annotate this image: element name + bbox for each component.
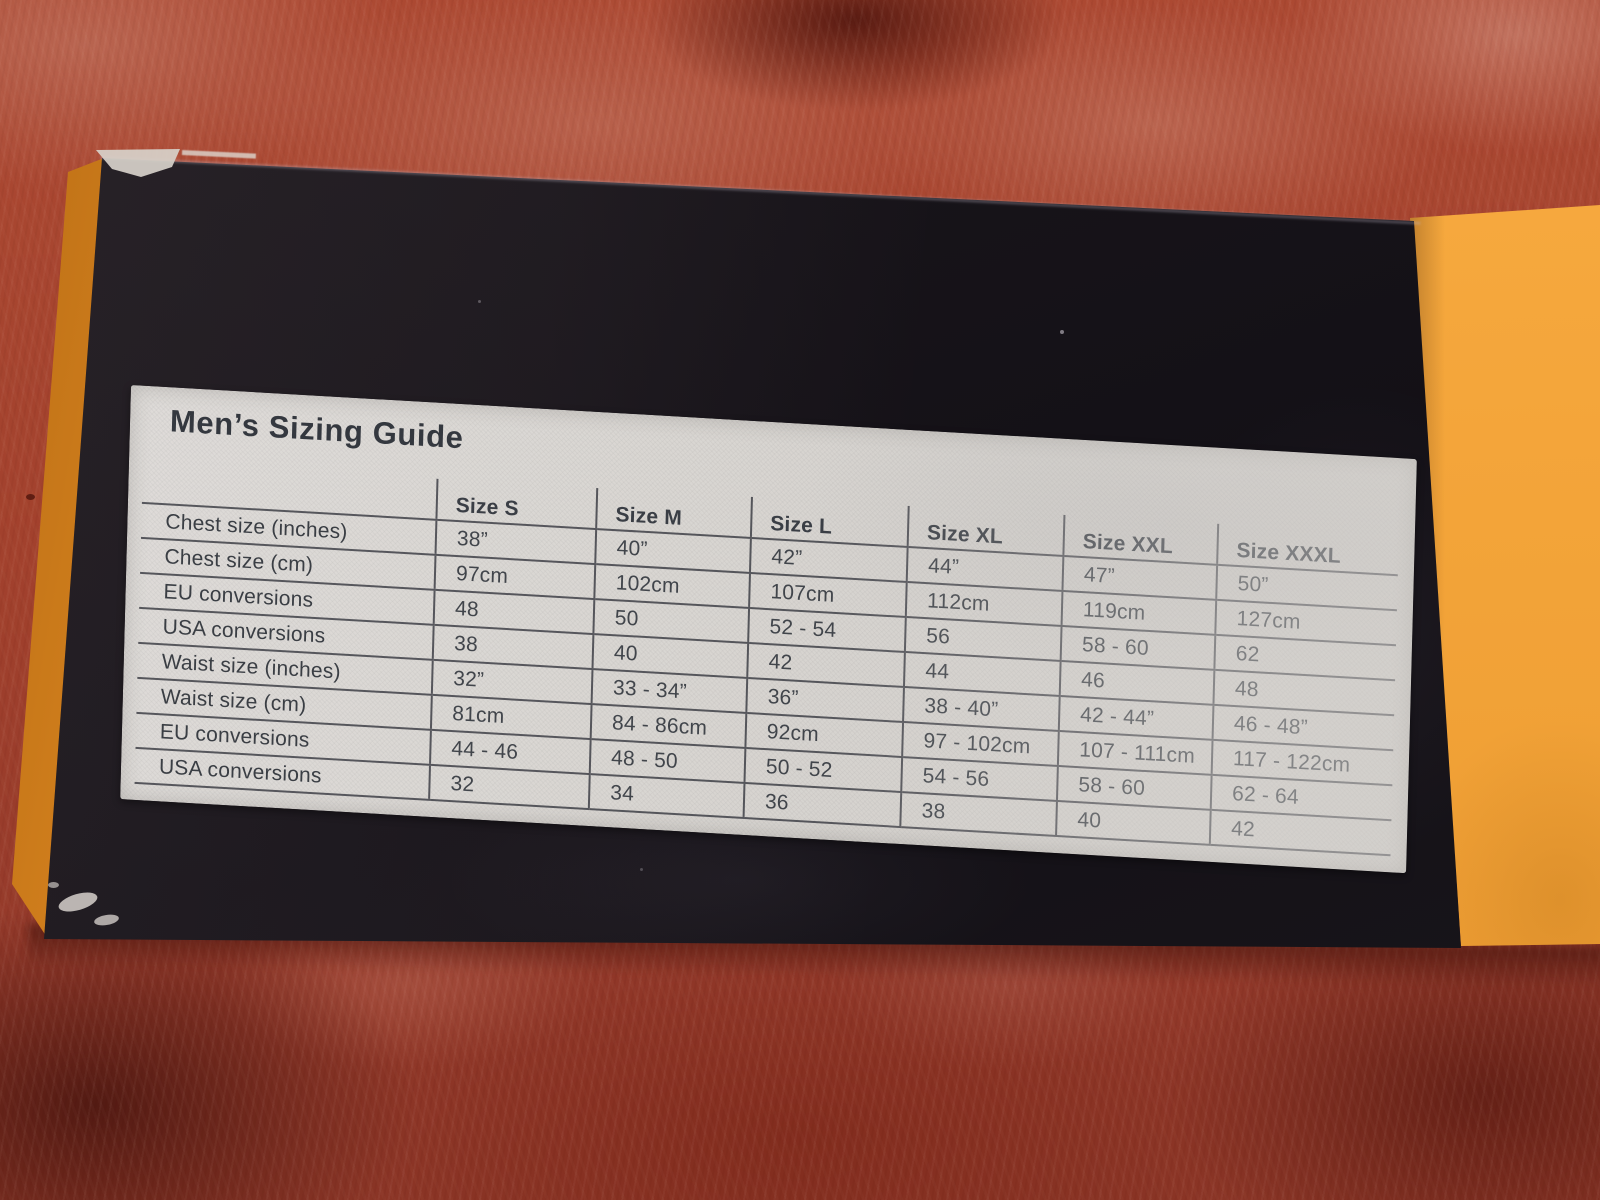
dust-speck [1060,330,1064,334]
dust-speck [478,300,481,303]
table-cell: 34 [588,774,745,818]
sizing-table: Size S Size M Size L Size XL Size XXL Si… [134,461,1399,856]
sizing-label: Men’s Sizing Guide Size S Size M Size L … [120,385,1417,874]
table-cell: 40 [1056,800,1211,845]
carpet-fleck [26,494,35,500]
dust-speck [640,868,643,871]
box-corner-scuff [48,882,59,888]
